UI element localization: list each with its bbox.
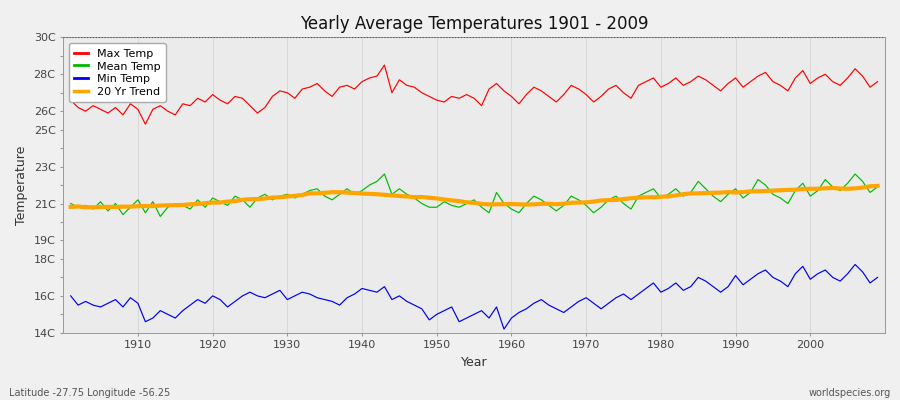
Bar: [63, 37, 885, 56]
Bar: [63, 259, 885, 278]
Bar: [63, 278, 885, 296]
Bar: [63, 296, 885, 314]
Bar: [63, 240, 885, 259]
Bar: [63, 56, 885, 74]
Legend: Max Temp, Mean Temp, Min Temp, 20 Yr Trend: Max Temp, Mean Temp, Min Temp, 20 Yr Tre…: [68, 43, 166, 102]
Bar: [63, 167, 885, 185]
Bar: [63, 111, 885, 130]
Bar: [63, 93, 885, 111]
Bar: [63, 314, 885, 333]
Bar: [63, 148, 885, 167]
Bar: [63, 204, 885, 222]
X-axis label: Year: Year: [461, 356, 488, 369]
Title: Yearly Average Temperatures 1901 - 2009: Yearly Average Temperatures 1901 - 2009: [300, 15, 648, 33]
Bar: [63, 74, 885, 93]
Bar: [63, 185, 885, 204]
Text: Latitude -27.75 Longitude -56.25: Latitude -27.75 Longitude -56.25: [9, 388, 170, 398]
Y-axis label: Temperature: Temperature: [15, 145, 28, 225]
Text: worldspecies.org: worldspecies.org: [809, 388, 891, 398]
Bar: [63, 222, 885, 240]
Bar: [63, 130, 885, 148]
